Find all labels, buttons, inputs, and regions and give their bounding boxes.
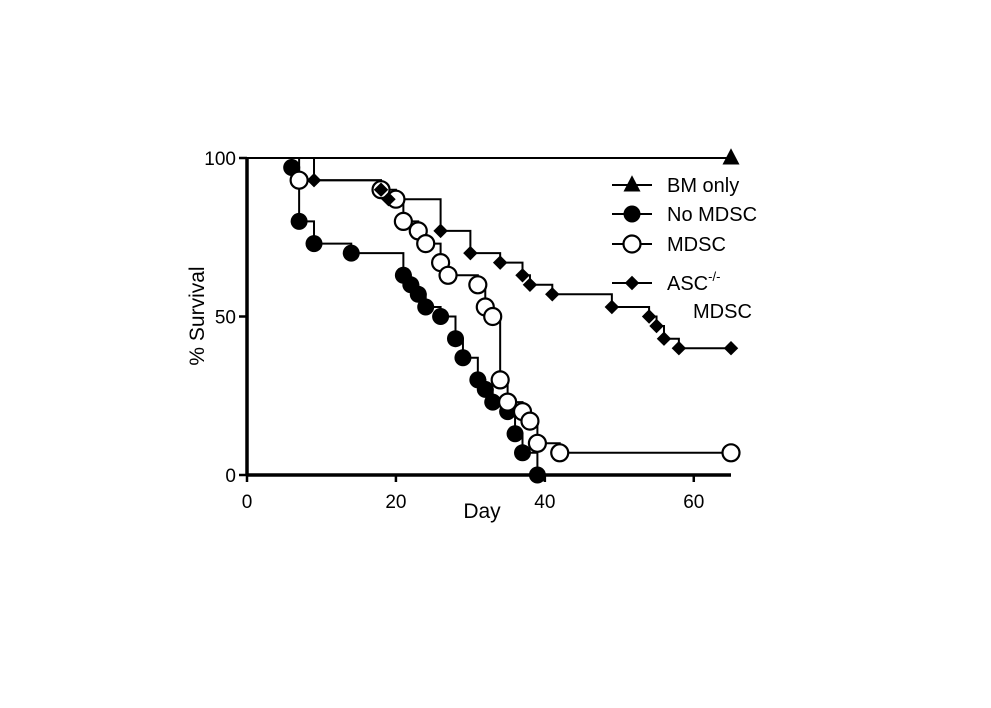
x-tick-label: 0	[242, 492, 253, 513]
series-1-point	[506, 425, 524, 443]
series-2-point	[438, 265, 458, 285]
series-1-point	[528, 466, 546, 484]
series-3-point	[522, 277, 538, 293]
legend-label-no-mdsc: No MDSC	[667, 204, 757, 226]
series-1-point	[432, 308, 450, 325]
y-tick-label: 0	[225, 466, 236, 487]
series-2-point	[289, 170, 309, 190]
series-2-point	[721, 443, 741, 463]
x-axis-title: Day	[463, 500, 501, 523]
series-3-point	[641, 309, 657, 324]
series-2-point	[468, 275, 488, 295]
series-2-point	[490, 370, 510, 390]
legend-label-bm-only: BM only	[667, 175, 739, 197]
series-1-point	[476, 380, 494, 398]
x-tick-label: 60	[683, 492, 704, 513]
legend-label-asc-main: ASC	[667, 273, 708, 295]
legend-marker	[623, 175, 641, 192]
y-tick-label: 50	[215, 308, 236, 329]
legend-label-asc-superscript: -/-	[708, 269, 720, 284]
series-3-point	[492, 255, 508, 270]
series-0-point	[722, 148, 740, 165]
series-3-point	[671, 340, 687, 356]
series-3-point	[381, 191, 396, 207]
y-axis-title: % Survival	[186, 266, 209, 365]
series-1-point	[484, 393, 502, 411]
legend: BM only No MDSC MDSC ASC-/- MDSC	[612, 175, 757, 323]
series-1-point	[409, 285, 427, 303]
series-1-point	[305, 235, 323, 253]
series-3-point	[649, 318, 664, 334]
series-2-point	[550, 443, 570, 463]
series-3-point	[433, 223, 448, 239]
series-3-point	[373, 182, 389, 197]
legend-label-asc-line2: MDSC	[693, 301, 752, 323]
x-tick-label: 20	[385, 492, 406, 513]
legend-marker	[624, 275, 640, 291]
series-3-point	[723, 340, 739, 356]
series-1-point	[514, 444, 532, 462]
series-3-point	[604, 299, 620, 315]
axes: 0 20 40 60 0 50 100	[204, 149, 731, 513]
series-1-point	[290, 212, 308, 230]
series-2-point	[520, 411, 540, 431]
series-2-point	[498, 392, 518, 412]
series-3-point	[306, 172, 322, 188]
series-1-point	[417, 298, 435, 316]
series-2-point	[416, 233, 436, 254]
series-2-point	[393, 211, 413, 231]
x-tick-label: 40	[534, 492, 555, 513]
y-tick-label: 100	[204, 149, 236, 170]
series-1-point	[446, 330, 464, 348]
legend-label-asc: ASC-/-	[667, 269, 720, 295]
series-2-point	[483, 306, 503, 327]
series-1-point	[342, 244, 360, 262]
series-markers	[283, 148, 741, 484]
series-3-point	[515, 268, 530, 283]
legend-label-mdsc: MDSC	[667, 234, 726, 256]
series-3-point	[463, 245, 478, 261]
series-3-point	[545, 287, 560, 302]
series-2-point	[527, 433, 548, 453]
legend-marker	[623, 205, 641, 223]
series-3-point	[656, 331, 672, 346]
legend-marker	[622, 234, 642, 254]
series-1-point	[454, 349, 472, 367]
